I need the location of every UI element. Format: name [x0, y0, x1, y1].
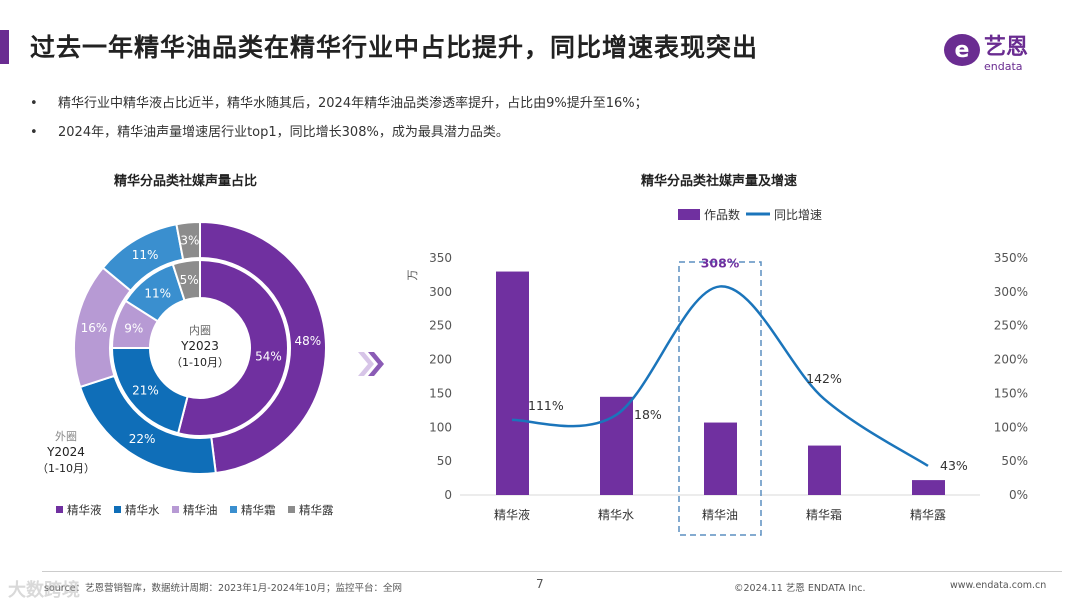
bar-chart-title: 精华分品类社媒声量及增速: [641, 174, 798, 189]
donut-data-label: 16%: [81, 321, 108, 335]
legend-swatch: [288, 506, 295, 513]
legend-label: 精华液: [67, 503, 102, 517]
x-tick-label: 精华水: [598, 508, 634, 522]
chevron-right-icon: [358, 352, 384, 376]
footer-divider: [42, 571, 1062, 572]
y-axis-label: 万: [406, 270, 419, 281]
logo-icon: [944, 34, 980, 66]
bar-精华液: [496, 271, 529, 495]
line-data-label: 43%: [940, 458, 968, 473]
donut-chart: 54% 21% 9% 11% 5% 48% 22% 16% 11% 3% 内圈 Y2023 （1-10月…: [37, 220, 334, 517]
watermark: 大数跨境: [8, 580, 80, 601]
outer-ring-label: 外圈: [55, 430, 77, 443]
legend-label: 精华水: [125, 503, 160, 517]
logo-text: 艺恩: [984, 34, 1028, 60]
legend-label: 作品数: [704, 207, 740, 222]
donut-data-label: 22%: [129, 432, 156, 446]
endata-logo: e 艺恩 endata: [944, 34, 1028, 73]
y2-tick-label: 300%: [994, 285, 1028, 299]
inner-ring-label: 内圈: [189, 323, 211, 337]
growth-line: [511, 285, 929, 467]
line-data-label: 308%: [701, 255, 740, 270]
donut-slice-outer-4: [175, 220, 201, 261]
donut-chart-title: 精华分品类社媒声量占比: [114, 174, 258, 189]
page-number: 7: [536, 577, 544, 591]
x-tick-label: 精华露: [910, 508, 946, 522]
line-data-label: 18%: [634, 407, 662, 422]
title-accent-bar: [0, 30, 9, 64]
y-tick-label: 0: [444, 488, 452, 502]
donut-slice-inner-0: [176, 258, 289, 437]
bar-精华露: [912, 480, 945, 495]
y-tick-label: 150: [429, 386, 452, 400]
svg-text:e: e: [955, 38, 970, 63]
donut-data-label: 5%: [180, 273, 199, 287]
legend-label: 精华油: [183, 503, 218, 517]
donut-slice-outer-0: [199, 220, 327, 475]
y2-tick-label: 50%: [1001, 454, 1028, 468]
y2-tick-label: 100%: [994, 420, 1028, 434]
donut-data-label: 11%: [144, 286, 171, 300]
x-tick-label: 精华油: [702, 508, 738, 522]
outer-ring-range: （1-10月）: [37, 462, 95, 475]
donut-slice-inner-4: [171, 258, 201, 302]
bullet-text: 2024年，精华油声量增速居行业top1，同比增长308%，成为最具潜力品类。: [58, 125, 509, 140]
donut-data-label: 54%: [255, 350, 282, 364]
legend-label: 同比增速: [774, 208, 822, 222]
donut-data-label: 3%: [180, 233, 199, 247]
y-tick-label: 300: [429, 285, 452, 299]
x-tick-label: 精华霜: [806, 508, 842, 522]
bullet-marker: •: [30, 96, 38, 111]
legend-swatch-bar: [678, 209, 700, 220]
x-tick-label: 精华液: [494, 507, 530, 522]
logo-subtext: endata: [984, 60, 1023, 73]
y-tick-label: 200: [429, 353, 452, 367]
y-tick-label: 350: [429, 251, 452, 265]
legend-swatch: [56, 506, 63, 513]
legend-swatch: [114, 506, 121, 513]
line-data-label: 142%: [806, 371, 842, 386]
bullet-2: • 2024年，精华油声量增速居行业top1，同比增长308%，成为最具潜力品类。: [30, 121, 509, 140]
inner-ring-period: Y2023: [180, 339, 219, 353]
y-tick-label: 50: [437, 454, 452, 468]
donut-data-label: 21%: [132, 383, 159, 397]
y2-tick-label: 200%: [994, 353, 1028, 367]
bar-精华油: [704, 422, 737, 495]
bar-line-chart: 0 50 100 150 200 250 300 350 0% 50% 100% 150% 200% 25…: [406, 207, 1028, 536]
footer-url[interactable]: www.endata.com.cn: [950, 580, 1047, 591]
footer-copyright: ©2024.11 艺恩 ENDATA Inc.: [734, 583, 866, 594]
line-data-label: 111%: [528, 398, 564, 413]
y2-tick-label: 0%: [1009, 488, 1028, 502]
outer-ring-period: Y2024: [46, 445, 85, 459]
bullet-text: 精华行业中精华液占比近半，精华水随其后，2024年精华油品类渗透率提升，占比由9…: [58, 96, 648, 111]
footer-source: source：艺恩营销智库，数据统计周期：2023年1月-2024年10月；监控…: [44, 583, 402, 594]
bar-精华霜: [808, 445, 841, 495]
legend-label: 精华露: [299, 503, 334, 517]
legend-label: 精华霜: [241, 503, 276, 517]
y2-tick-label: 350%: [994, 251, 1028, 265]
y2-tick-label: 250%: [994, 319, 1028, 333]
donut-data-label: 11%: [132, 248, 159, 262]
donut-data-label: 9%: [124, 322, 143, 336]
highlight-box: [678, 261, 762, 536]
y2-tick-label: 150%: [994, 386, 1028, 400]
bullet-marker: •: [30, 125, 38, 140]
legend-swatch: [172, 506, 179, 513]
bar-精华水: [600, 396, 633, 495]
donut-data-label: 48%: [294, 334, 321, 348]
y-tick-label: 100: [429, 420, 452, 434]
legend-swatch: [230, 506, 237, 513]
bullet-1: • 精华行业中精华液占比近半，精华水随其后，2024年精华油品类渗透率提升，占比由…: [30, 92, 648, 111]
page-title: 过去一年精华油品类在精华行业中占比提升，同比增速表现突出: [30, 33, 759, 62]
inner-ring-range: （1-10月）: [171, 356, 229, 369]
y-tick-label: 250: [429, 319, 452, 333]
